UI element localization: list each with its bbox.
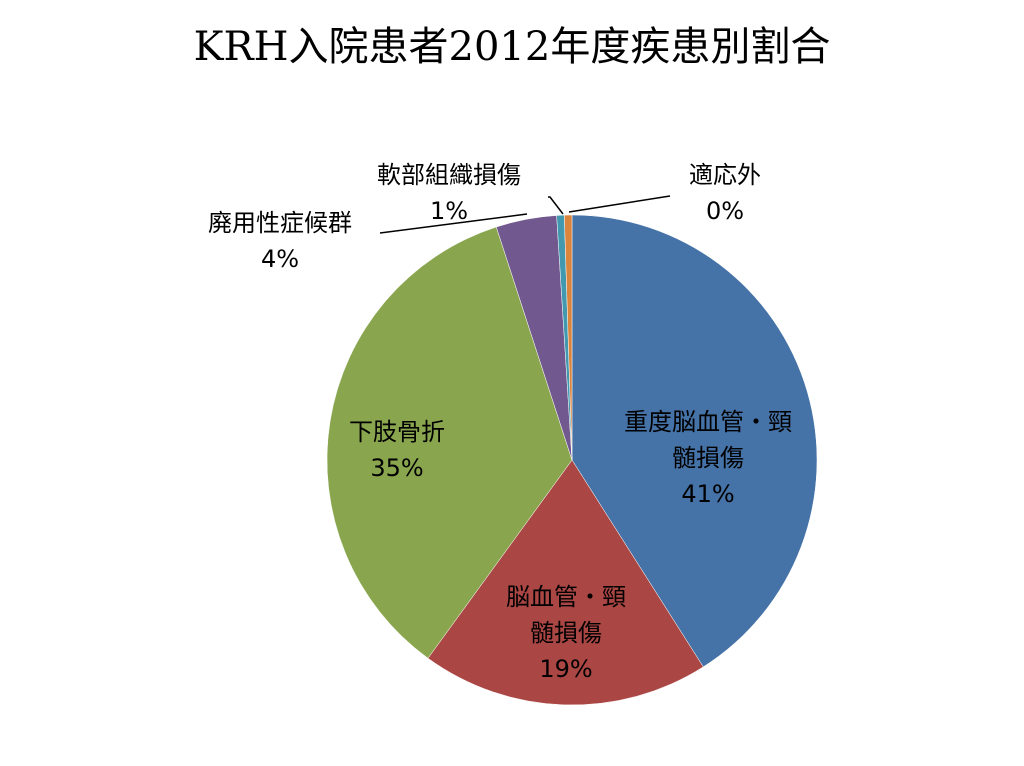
leader-line-5	[568, 195, 671, 213]
slice-name-label-5: 適応外	[689, 161, 761, 189]
slice-percent-label-1: 19%	[539, 655, 592, 683]
pie-slice-0	[571, 214, 818, 668]
pie-slice-2	[326, 226, 573, 659]
slice-name-label-2: 下肢骨折	[349, 418, 445, 446]
slice-percent-label-2: 35%	[370, 454, 423, 482]
slice-percent-label-4: 1%	[430, 197, 468, 225]
chart-title: KRH入院患者2012年度疾患別割合	[193, 24, 831, 70]
slice-percent-label-0: 41%	[681, 480, 734, 508]
leader-line-3	[379, 213, 528, 234]
pie-slice-5	[564, 214, 573, 461]
slice-percent-label-5: 0%	[706, 197, 744, 225]
leader-line-4	[548, 196, 564, 215]
slice-name-label-4: 軟部組織損傷	[377, 161, 521, 189]
slice-name-label-1: 脳血管・頸	[506, 583, 626, 611]
slice-name-label-0: 髄損傷	[672, 444, 744, 472]
pie-slice-1	[427, 459, 704, 706]
slice-name-label-3: 廃用性症候群	[208, 209, 352, 237]
slice-percent-label-3: 4%	[261, 245, 299, 273]
slice-name-label-0: 重度脳血管・頸	[624, 408, 792, 436]
slice-name-label-1: 髄損傷	[530, 619, 602, 647]
